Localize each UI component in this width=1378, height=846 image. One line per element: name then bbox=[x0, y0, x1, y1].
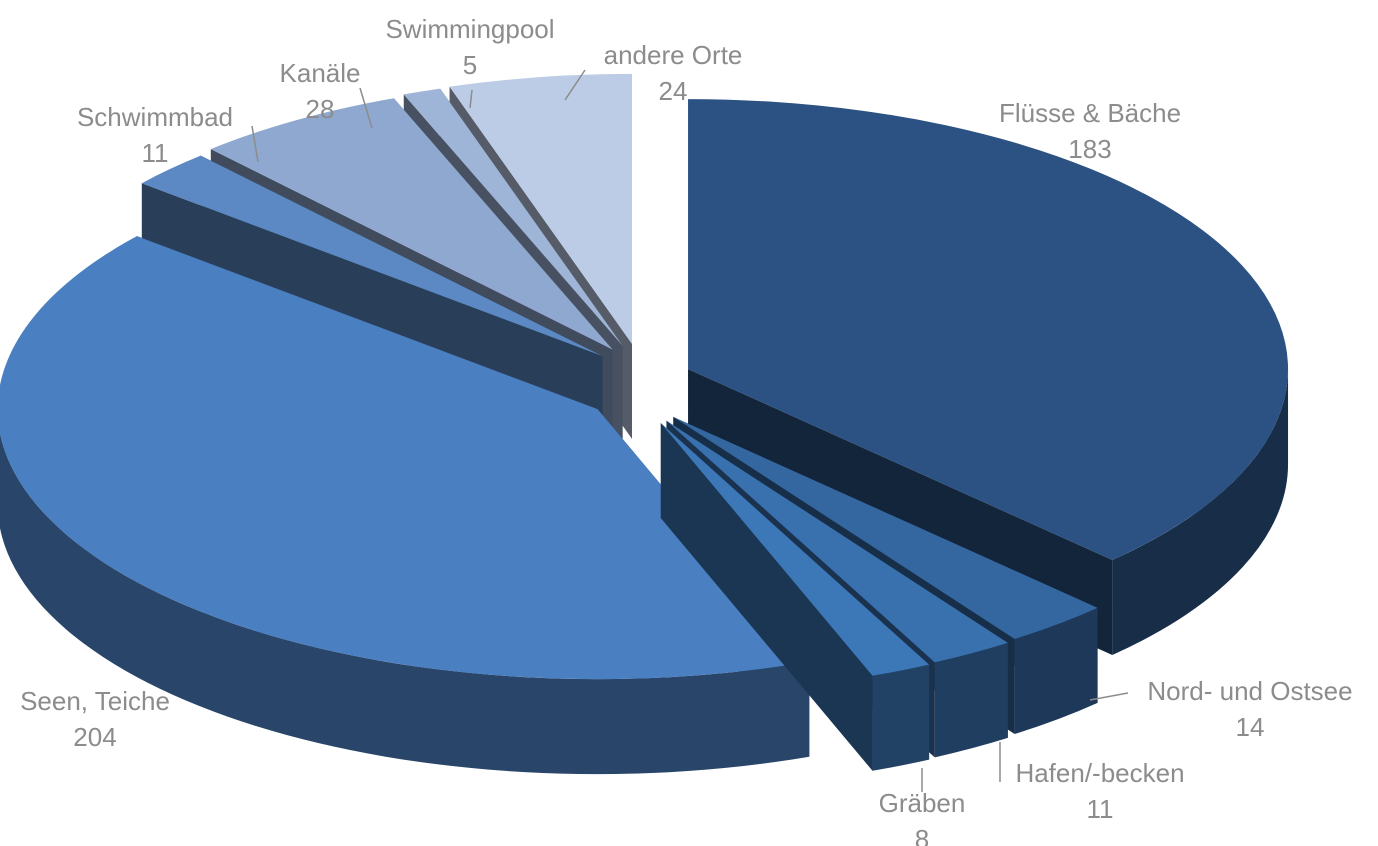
slice-value: 11 bbox=[142, 138, 169, 168]
pie-slice-seen-teiche bbox=[0, 236, 810, 775]
pie-slice-top bbox=[666, 420, 1008, 663]
slice-value: 5 bbox=[463, 50, 477, 80]
pie-slice-side bbox=[934, 642, 1008, 758]
pie-slice-top bbox=[210, 98, 613, 350]
pie-slice-side bbox=[0, 432, 810, 775]
slice-label: Schwimmbad bbox=[77, 102, 233, 132]
leader-line bbox=[469, 89, 473, 109]
slice-value: 28 bbox=[306, 94, 335, 124]
pie-slice-top bbox=[660, 423, 930, 676]
leader-line bbox=[564, 69, 586, 101]
slice-label: Swimmingpool bbox=[385, 14, 554, 44]
slice-value: 8 bbox=[915, 824, 929, 846]
leader-line bbox=[1089, 692, 1129, 701]
pie-slice-side bbox=[1112, 369, 1289, 655]
slice-label: Nord- und Ostsee bbox=[1147, 676, 1352, 706]
slice-label: Flüsse & Bäche bbox=[999, 98, 1181, 128]
pie-slice-top bbox=[141, 155, 603, 357]
slice-value: 24 bbox=[659, 76, 688, 106]
pie-slice-top bbox=[673, 416, 1098, 639]
leader-line bbox=[359, 87, 373, 129]
slice-value: 183 bbox=[1068, 134, 1111, 164]
pie-slice-gräben bbox=[660, 423, 930, 771]
pie-slice-wall bbox=[660, 423, 873, 771]
pie-slice-top bbox=[449, 73, 632, 344]
pie-slice-top bbox=[403, 88, 623, 346]
slice-label: Hafen/-becken bbox=[1015, 758, 1184, 788]
slice-value: 14 bbox=[1236, 712, 1265, 742]
pie-slice-side bbox=[1014, 607, 1098, 734]
slice-value: 204 bbox=[73, 722, 116, 752]
pie-slice-side bbox=[872, 664, 930, 771]
slice-value: 11 bbox=[1087, 794, 1114, 824]
slice-label: Gräben bbox=[879, 788, 966, 818]
pie-slice-top bbox=[0, 236, 810, 680]
leader-line bbox=[251, 125, 259, 163]
pie-slice-top bbox=[688, 99, 1289, 560]
slice-label: Seen, Teiche bbox=[20, 686, 170, 716]
slice-label: Kanäle bbox=[280, 58, 361, 88]
slice-label: andere Orte bbox=[604, 40, 743, 70]
